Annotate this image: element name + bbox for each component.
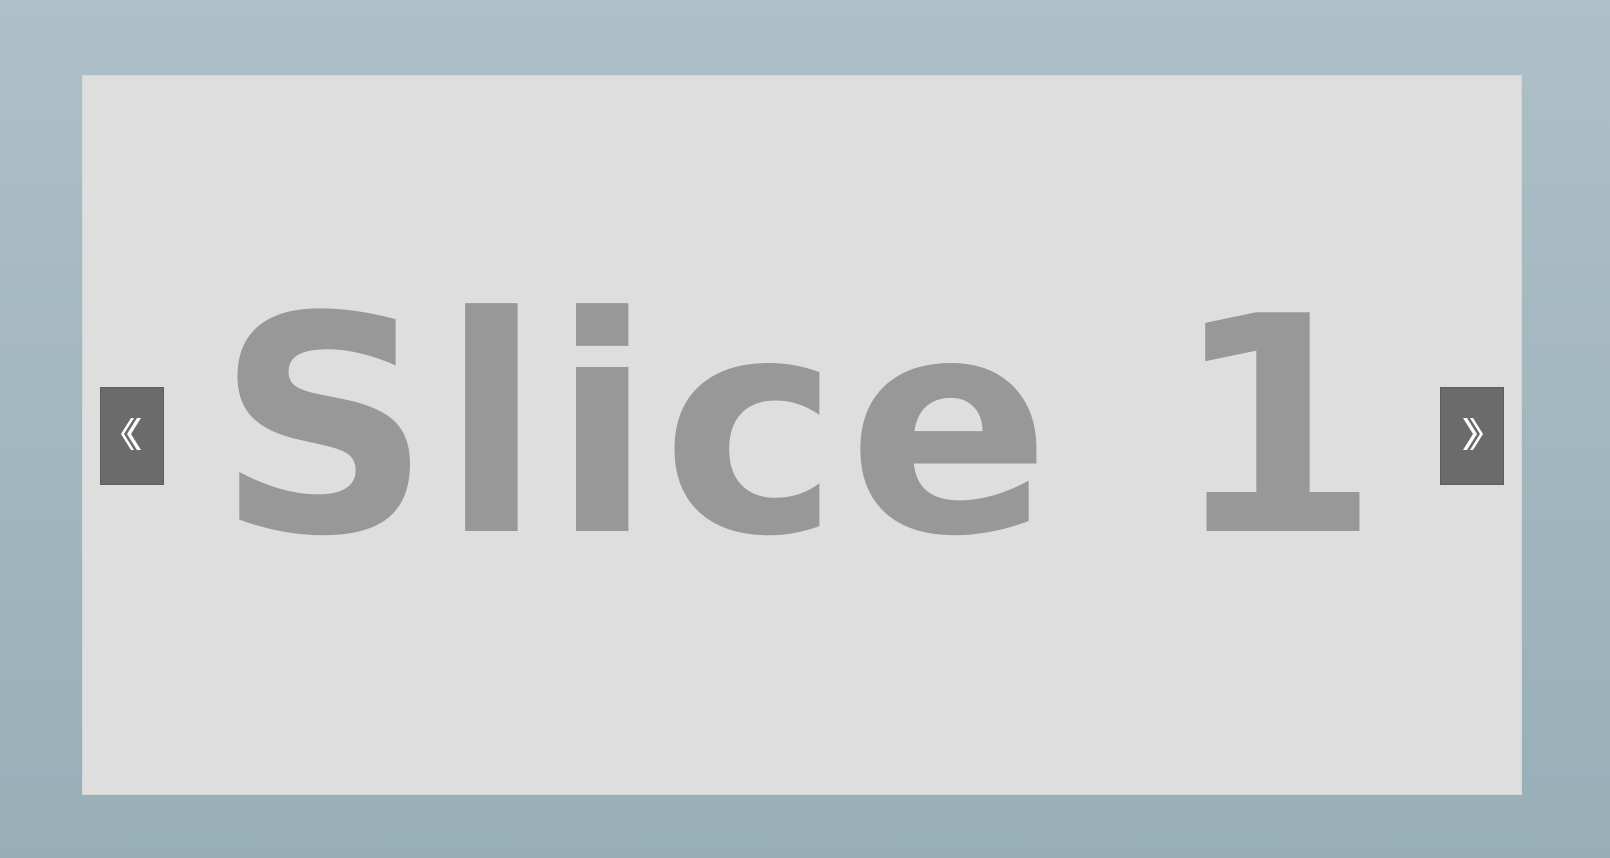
next-slide-button[interactable] xyxy=(1440,387,1504,485)
chevron-left-icon xyxy=(117,414,147,458)
chevron-right-icon xyxy=(1457,414,1487,458)
prev-slide-button[interactable] xyxy=(100,387,164,485)
slider: Slice 1 xyxy=(82,75,1522,795)
slide-title: Slice 1 xyxy=(215,253,1389,602)
